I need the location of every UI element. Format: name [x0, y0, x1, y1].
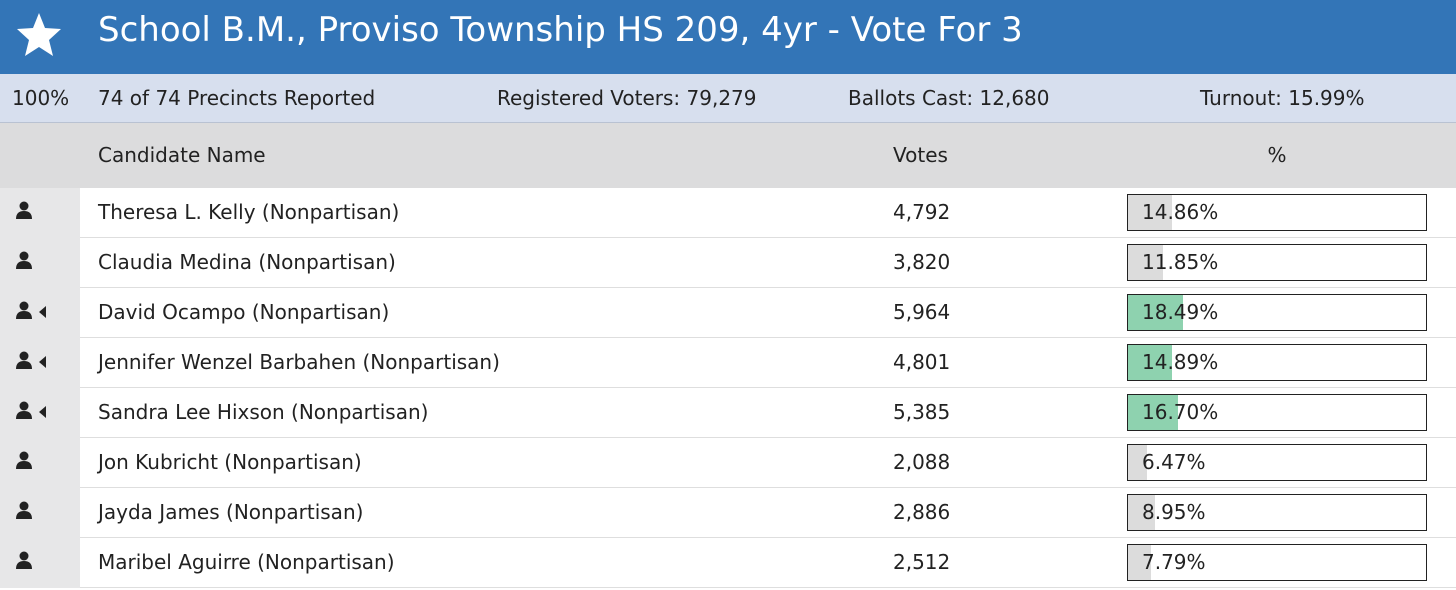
percent-bar	[1128, 345, 1173, 380]
icon-cell	[0, 538, 80, 588]
candidate-name: Theresa L. Kelly (Nonpartisan)	[98, 200, 400, 224]
percent-bar-box: 14.86%	[1127, 194, 1427, 231]
percent-label: 14.89%	[1142, 350, 1219, 374]
title: School B.M., Proviso Township HS 209, 4y…	[98, 10, 1023, 50]
votes: 5,964	[893, 300, 951, 324]
candidate-name: David Ocampo (Nonpartisan)	[98, 300, 390, 324]
col-votes: Votes	[893, 143, 948, 167]
ballots-cast: Ballots Cast: 12,680	[848, 86, 1050, 110]
percent-bar-box: 14.89%	[1127, 344, 1427, 381]
star-icon	[17, 13, 61, 56]
registered-voters: Registered Voters: 79,279	[497, 86, 757, 110]
candidate-row: Jayda James (Nonpartisan) 2,886 8.95%	[0, 488, 1456, 538]
percent-bar	[1128, 245, 1164, 280]
icon-cell	[0, 238, 80, 288]
col-name: Candidate Name	[98, 143, 266, 167]
summary-bar: 100% 74 of 74 Precincts Reported Registe…	[0, 74, 1456, 123]
candidate-name: Claudia Medina (Nonpartisan)	[98, 250, 396, 274]
candidate-row: Jon Kubricht (Nonpartisan) 2,088 6.47%	[0, 438, 1456, 488]
percent-label: 16.70%	[1142, 400, 1219, 424]
candidate-icon	[16, 201, 32, 219]
candidate-row: David Ocampo (Nonpartisan) 5,964 18.49%	[0, 288, 1456, 338]
candidate-name: Jon Kubricht (Nonpartisan)	[98, 450, 362, 474]
percent-bar-box: 7.79%	[1127, 544, 1427, 581]
votes: 3,820	[893, 250, 951, 274]
candidate-row: Maribel Aguirre (Nonpartisan) 2,512 7.79%	[0, 538, 1456, 588]
icon-cell	[0, 338, 80, 388]
candidate-name: Sandra Lee Hixson (Nonpartisan)	[98, 400, 429, 424]
percent-bar-box: 6.47%	[1127, 444, 1427, 481]
icon-cell	[0, 438, 80, 488]
percent-bar-box: 16.70%	[1127, 394, 1427, 431]
candidate-icon	[16, 251, 32, 269]
icon-cell	[0, 388, 80, 438]
candidate-icon	[16, 351, 46, 369]
votes: 5,385	[893, 400, 951, 424]
percent-bar-box: 11.85%	[1127, 244, 1427, 281]
percent-bar	[1128, 445, 1148, 480]
percent-label: 6.47%	[1142, 450, 1206, 474]
votes: 2,512	[893, 550, 951, 574]
reported-pct: 100%	[12, 86, 70, 110]
candidate-icon	[16, 401, 46, 419]
votes: 2,088	[893, 450, 951, 474]
votes: 4,801	[893, 350, 951, 374]
icon-cell	[0, 488, 80, 538]
percent-bar-box: 18.49%	[1127, 294, 1427, 331]
candidate-row: Theresa L. Kelly (Nonpartisan) 4,792 14.86…	[0, 188, 1456, 238]
candidate-row: Sandra Lee Hixson (Nonpartisan) 5,385 16.7…	[0, 388, 1456, 438]
percent-bar	[1128, 495, 1155, 530]
candidate-icon	[16, 551, 32, 569]
turnout: Turnout: 15.99%	[1200, 86, 1365, 110]
votes: 2,886	[893, 500, 951, 524]
candidate-name: Jayda James (Nonpartisan)	[98, 500, 364, 524]
percent-bar	[1128, 545, 1152, 580]
precincts: 74 of 74 Precincts Reported	[98, 86, 376, 110]
percent-bar-box: 8.95%	[1127, 494, 1427, 531]
percent-label: 8.95%	[1142, 500, 1206, 524]
percent-label: 11.85%	[1142, 250, 1219, 274]
percent-label: 18.49%	[1142, 300, 1219, 324]
icon-cell	[0, 188, 80, 238]
percent-bar	[1128, 195, 1173, 230]
col-percent: %	[1267, 143, 1287, 167]
candidate-row: Claudia Medina (Nonpartisan) 3,820 11.85%	[0, 238, 1456, 288]
candidate-row: Jennifer Wenzel Barbahen (Nonpartisan) 4,…	[0, 338, 1456, 388]
column-header: Candidate Name Votes %	[0, 123, 1456, 188]
percent-bar	[1128, 395, 1178, 430]
votes: 4,792	[893, 200, 951, 224]
candidate-icon	[16, 301, 46, 319]
candidate-icon	[16, 501, 32, 519]
candidate-name: Maribel Aguirre (Nonpartisan)	[98, 550, 395, 574]
percent-bar	[1128, 295, 1183, 330]
title-bar: School B.M., Proviso Township HS 209, 4y…	[0, 0, 1456, 74]
candidate-name: Jennifer Wenzel Barbahen (Nonpartisan)	[98, 350, 500, 374]
icon-cell	[0, 288, 80, 338]
percent-label: 14.86%	[1142, 200, 1219, 224]
percent-label: 7.79%	[1142, 550, 1206, 574]
candidate-icon	[16, 451, 32, 469]
